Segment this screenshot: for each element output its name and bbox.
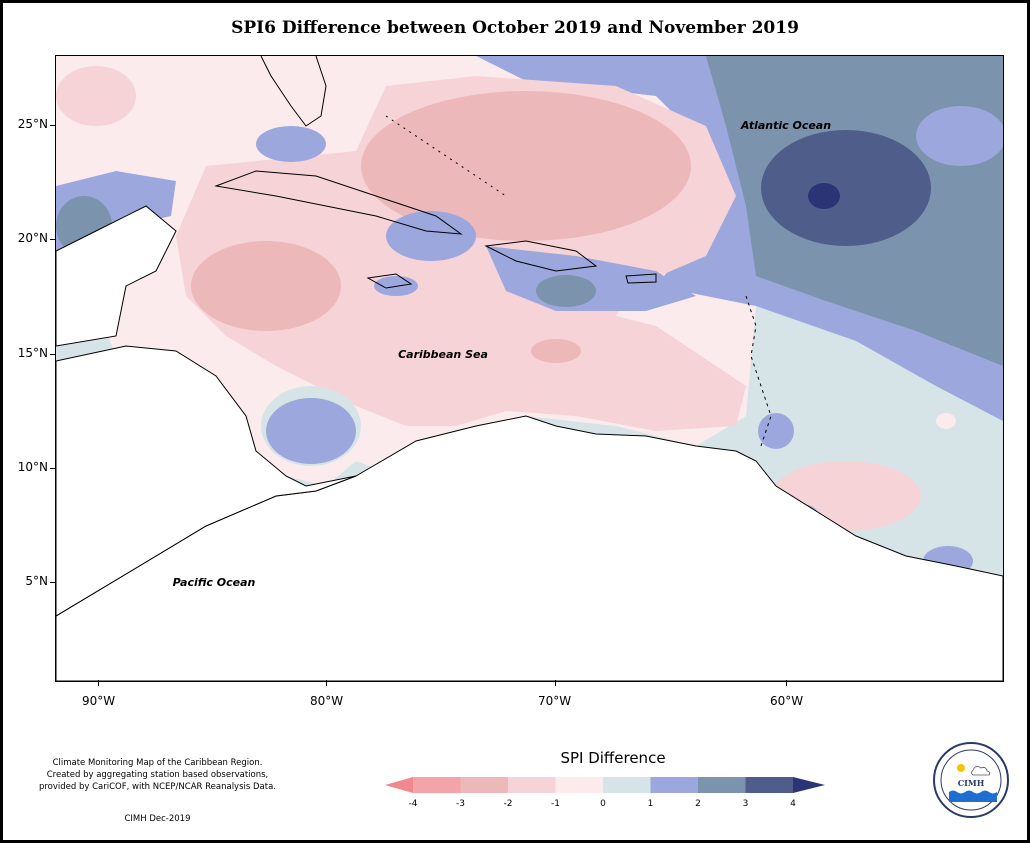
lat-label-5n: 5°N	[25, 574, 48, 588]
lat-label-15n: 15°N	[17, 346, 48, 360]
field-dry-3b	[191, 241, 341, 331]
legend-swatch	[698, 777, 746, 793]
island-jamaica	[366, 273, 413, 289]
legend-tick-label: -2	[503, 799, 513, 809]
legend-swatch	[413, 777, 461, 793]
field-dry-3a	[361, 91, 691, 241]
landmass-central-america	[56, 345, 357, 617]
legend-tick-label: 2	[695, 799, 701, 809]
islands-bahamas	[385, 115, 507, 197]
wet-pocket-panama	[266, 398, 356, 464]
island-puerto-rico	[625, 273, 657, 284]
map-caption: Climate Monitoring Map of the Caribbean …	[20, 757, 295, 793]
lat-label-10n: 10°N	[17, 460, 48, 474]
legend-tick-label: 3	[742, 799, 749, 809]
legend-arrow-high	[793, 777, 825, 793]
legend-tick-label: -4	[408, 799, 418, 809]
legend-swatch	[650, 777, 699, 793]
legend-swatches	[385, 777, 825, 793]
landmass-mexico	[56, 205, 177, 347]
landmass-florida	[260, 56, 327, 127]
lon-label-60w: 60°W	[770, 694, 804, 708]
lon-tick	[326, 680, 327, 686]
lat-tick	[50, 582, 55, 583]
cimh-logo: CIMH	[933, 742, 1009, 818]
lat-label-25n: 25°N	[17, 117, 48, 131]
caption-line-1: Climate Monitoring Map of the Caribbean …	[52, 758, 263, 768]
legend-colorbar	[385, 777, 825, 793]
legend-arrow-low	[385, 777, 413, 793]
legend-tick-label: 1	[647, 799, 654, 809]
lon-tick	[555, 680, 556, 686]
lat-tick	[50, 239, 55, 240]
wet-pocket-cuba	[386, 211, 476, 261]
caption-line-2: Created by aggregating station based obs…	[46, 770, 269, 780]
lon-label-70w: 70°W	[538, 694, 572, 708]
wet-pocket-lesser-antilles	[758, 413, 794, 449]
lat-tick	[50, 354, 55, 355]
field-dry-nw	[56, 66, 136, 126]
wet-pocket-hispaniola-core	[536, 275, 596, 307]
caption-line-3: provided by CariCOF, with NCEP/NCAR Rean…	[38, 782, 277, 792]
islands-lesser-antilles	[745, 295, 772, 447]
map-panel: Atlantic Ocean Caribbean Sea Pacific Oce…	[55, 55, 1004, 682]
legend-swatch	[508, 777, 556, 793]
dry-dot-atlantic	[936, 413, 956, 429]
legend-swatch	[555, 777, 604, 793]
waves-icon	[949, 790, 997, 802]
lat-tick	[50, 125, 55, 126]
legend-tick-label: -1	[551, 799, 560, 809]
label-atlantic-ocean: Atlantic Ocean	[740, 119, 831, 132]
lat-tick	[50, 468, 55, 469]
field-dry-3c	[531, 339, 581, 363]
island-cuba	[214, 170, 463, 235]
legend-tick-label: 0	[600, 799, 606, 809]
logo-text: CIMH	[958, 778, 985, 788]
lon-label-90w: 90°W	[82, 694, 116, 708]
label-pacific-ocean: Pacific Ocean	[173, 576, 256, 589]
spi-difference-map: Atlantic Ocean Caribbean Sea Pacific Oce…	[56, 56, 1003, 681]
legend-swatch	[603, 777, 651, 793]
cloud-icon	[971, 766, 991, 776]
legend-title: SPI Difference	[560, 749, 666, 767]
legend-tick-label: 4	[790, 799, 796, 809]
lon-tick	[98, 680, 99, 686]
legend-swatch	[460, 777, 509, 793]
logo-ring	[940, 749, 1002, 811]
wet-pocket-florida	[256, 126, 326, 162]
label-caribbean-sea: Caribbean Sea	[398, 348, 488, 361]
cimh-logo-emblem: CIMH	[940, 749, 1002, 811]
field-wet-3	[761, 130, 931, 246]
map-title: SPI6 Difference between October 2019 and…	[231, 18, 799, 38]
legend-tick-label: -3	[456, 799, 465, 809]
lon-label-80w: 80°W	[310, 694, 344, 708]
field-wet-patch	[916, 106, 1003, 166]
island-hispaniola	[484, 240, 598, 272]
lat-label-20n: 20°N	[17, 231, 48, 245]
lon-tick	[786, 680, 787, 686]
field-wet-4	[808, 183, 840, 209]
legend-swatch	[745, 777, 794, 793]
map-credit: CIMH Dec-2019	[124, 814, 191, 824]
sun-icon	[957, 764, 965, 772]
